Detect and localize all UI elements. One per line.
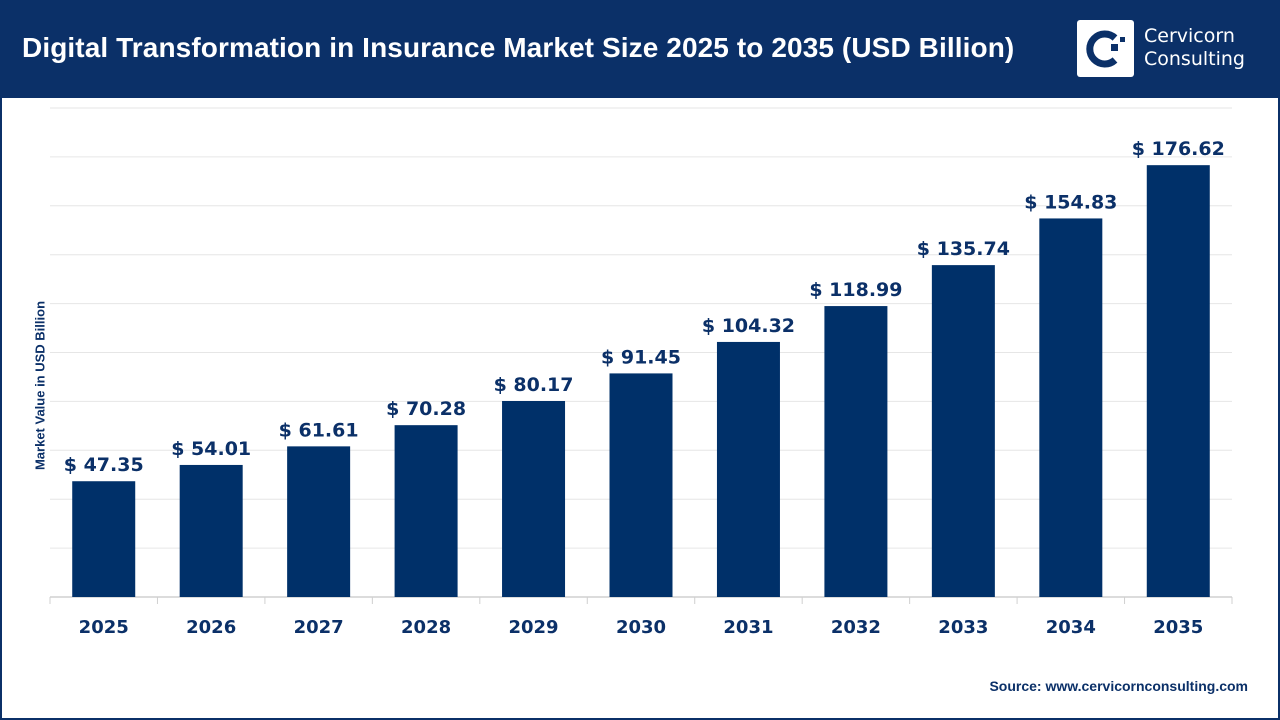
bar-2034 [1039,218,1103,597]
data-label: $ 154.83 [1024,191,1117,213]
bar-2032 [824,306,888,597]
bar-2031 [716,341,780,597]
bar-2028 [394,425,458,597]
data-label: $ 118.99 [809,279,902,301]
chart-title: Digital Transformation in Insurance Mark… [22,32,1015,63]
x-tick-label: 2026 [186,617,236,638]
x-tick-label: 2035 [1153,617,1203,638]
logo-text: Cervicorn Consulting [1144,25,1245,71]
bar-2029 [502,400,566,597]
data-label: $ 104.32 [702,315,795,337]
data-label: $ 80.17 [494,374,574,396]
logo-icon [1077,20,1134,77]
bar-2027 [287,446,351,597]
bar-2025 [72,481,136,597]
x-tick-label: 2033 [938,617,988,638]
header: Digital Transformation in Insurance Mark… [0,0,1280,98]
logo: Cervicorn Consulting [1077,20,1263,78]
x-tick-label: 2028 [401,617,451,638]
data-label: $ 135.74 [917,238,1010,260]
data-label: $ 54.01 [171,438,251,460]
x-tick-label: 2031 [723,617,773,638]
logo-text-line-2: Consulting [1144,48,1245,70]
data-label: $ 176.62 [1132,138,1225,160]
bar-2026 [179,464,243,597]
bar-2033 [931,265,995,597]
x-tick-label: 2030 [616,617,666,638]
data-label: $ 91.45 [601,346,681,368]
bar-2035 [1146,165,1210,597]
x-tick-label: 2027 [294,617,344,638]
x-tick-label: 2032 [831,617,881,638]
data-label: $ 61.61 [279,419,359,441]
x-tick-label: 2025 [79,617,129,638]
x-tick-label: 2029 [508,617,558,638]
bar-2030 [609,373,673,597]
logo-text-line-1: Cervicorn [1144,25,1235,47]
x-tick-label: 2034 [1046,617,1096,638]
source-text: Source: www.cervicornconsulting.com [989,678,1248,694]
data-label: $ 70.28 [386,398,466,420]
data-label: $ 47.35 [64,454,144,476]
bar-chart: $ 47.35 2025 $ 54.01 2026 $ 61.61 2027 $ 70.28… [49,107,1233,638]
y-axis-label: Market Value in USD Billion [32,300,48,471]
